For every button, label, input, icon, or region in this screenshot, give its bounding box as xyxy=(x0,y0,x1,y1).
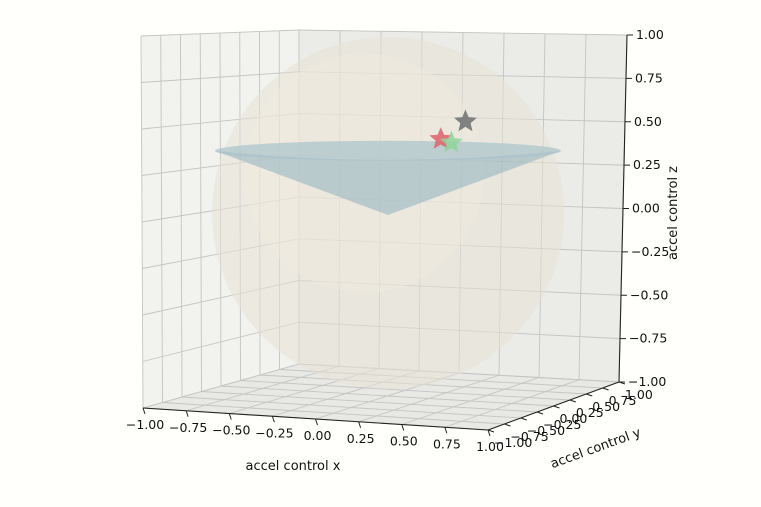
data-point-3 xyxy=(454,109,477,132)
x-tick-label: 0.25 xyxy=(347,431,375,446)
z-tick-label: 0.25 xyxy=(633,157,661,172)
z-tick-label: −0.50 xyxy=(630,287,668,302)
x-tick-mark xyxy=(487,429,491,437)
x-tick-label: 0.00 xyxy=(304,428,332,443)
y-tick-label: −0.75 xyxy=(510,429,548,444)
cone-body xyxy=(215,150,561,215)
x-tick-label: −0.75 xyxy=(169,420,207,435)
z-tick-label: 0.50 xyxy=(634,114,662,129)
y-tick-label: 0.75 xyxy=(609,393,637,408)
x-tick-mark xyxy=(185,410,189,417)
x-tick-mark xyxy=(315,418,318,426)
tick-labels: −1.00 −0.75 −0.50 −0.25 0.00 0.25 0.50 0.75 1.00… xyxy=(126,27,669,454)
y-tick-label: 0.50 xyxy=(592,399,620,414)
grid-back-z xyxy=(298,29,628,36)
x-tick-mark xyxy=(142,407,146,415)
y-tick-mark xyxy=(536,411,544,415)
y-tick-label: 1.00 xyxy=(625,387,653,402)
x-axis-label: accel control x xyxy=(246,459,341,474)
y-tick-mark xyxy=(586,393,593,397)
x-tick-label: 0.50 xyxy=(390,434,418,449)
y-tick-mark xyxy=(504,423,511,427)
y-tick-mark xyxy=(569,399,577,403)
surfaces xyxy=(212,37,564,389)
grid-floor-y xyxy=(220,385,554,407)
z-axis-label: accel control z xyxy=(666,166,681,260)
x-tick-label: 0.75 xyxy=(433,436,461,451)
y-tick-mark xyxy=(520,417,527,421)
z-tick-label: −1.00 xyxy=(628,374,666,389)
x-tick-label: −0.50 xyxy=(212,423,250,438)
y-tick-label: 0.00 xyxy=(560,411,588,426)
z-tick-label: −0.25 xyxy=(631,244,669,259)
y-tick-label: −0.50 xyxy=(527,423,565,438)
y-tick-mark xyxy=(602,387,609,391)
data-point-2 xyxy=(439,130,463,153)
data-points xyxy=(429,109,477,153)
grid-floor-y xyxy=(201,391,538,413)
z-tick-label: 1.00 xyxy=(636,27,664,42)
y-tick-mark xyxy=(487,429,495,433)
floor-pane xyxy=(143,364,619,430)
x-tick-mark xyxy=(401,424,405,431)
y-tick-label: −1.00 xyxy=(494,435,532,450)
grid-left-z xyxy=(142,363,300,409)
x-tick-label: 1.00 xyxy=(476,439,504,454)
x-tick-mark xyxy=(444,427,448,434)
z-tick-label: 0.00 xyxy=(632,201,660,216)
x-tick-mark xyxy=(271,416,275,423)
grid-left-z xyxy=(141,71,300,83)
grid-floor-y xyxy=(162,402,505,425)
x-tick-mark xyxy=(228,413,232,420)
grid-left-z xyxy=(140,29,300,37)
x-tick-label: −1.00 xyxy=(126,417,164,432)
cone-rim xyxy=(215,140,561,161)
y-tick-label: 0.25 xyxy=(576,405,604,420)
x-tick-label: −0.25 xyxy=(255,425,293,440)
grid-floor-y xyxy=(240,380,570,401)
z-tick-label: −0.75 xyxy=(629,331,667,346)
grid-floor-y xyxy=(181,396,521,419)
y-tick-label: −0.25 xyxy=(543,417,581,432)
y-tick-mark xyxy=(553,405,560,409)
z-tick-label: 0.75 xyxy=(635,70,663,85)
x-tick-mark xyxy=(358,421,362,428)
